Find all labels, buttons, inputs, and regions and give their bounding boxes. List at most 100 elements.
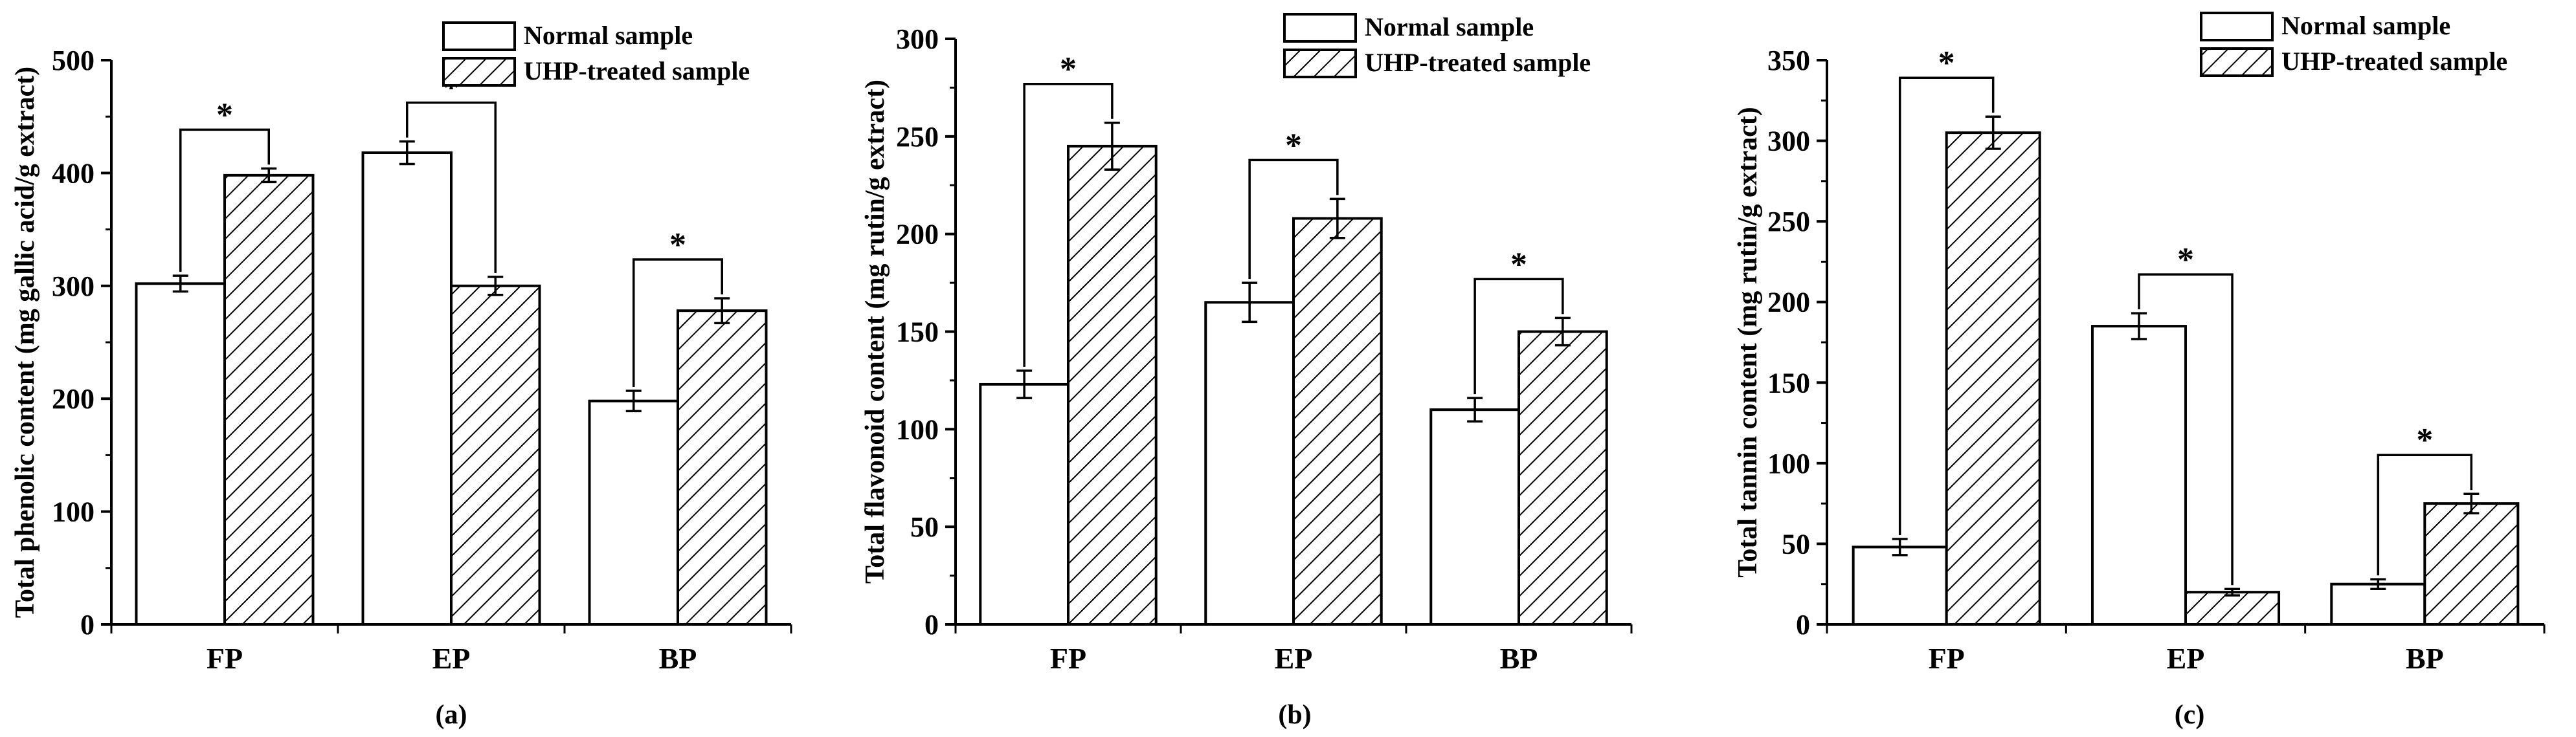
error-bar-bp-uhp: [1554, 316, 1571, 347]
error-bar-bp-uhp: [714, 297, 730, 325]
legend-label-normal: Normal sample: [524, 21, 693, 50]
legend-swatch-normal: [2200, 12, 2274, 41]
significance-star-fp: *: [1060, 51, 1077, 88]
error-bar-ep-uhp: [2224, 588, 2241, 597]
significance-star-ep: *: [1285, 127, 1302, 164]
y-tick-label: 100: [1767, 448, 1810, 479]
y-tick-label: 150: [1767, 367, 1810, 399]
error-bar-fp-normal: [1892, 538, 1908, 556]
bar-ep-normal: [1204, 301, 1295, 626]
x-tick-label-ep: EP: [2167, 642, 2205, 675]
significance-bracket-bp: [633, 258, 723, 387]
significance-star-fp: *: [216, 96, 233, 133]
legend-label-uhp: UHP-treated sample: [1365, 48, 1591, 77]
significance-bracket-fp: [1898, 76, 1995, 535]
error-bar-fp-uhp: [261, 167, 277, 184]
error-bar-bp-normal: [2370, 578, 2386, 590]
legend: Normal sample UHP-treated sample: [1283, 12, 1591, 78]
y-tick-label: 200: [52, 383, 95, 415]
x-tick-label-bp: BP: [659, 642, 697, 675]
y-tick-label: 400: [52, 157, 95, 189]
bar-fp-normal: [135, 282, 226, 626]
significance-star-fp: *: [1938, 45, 1955, 82]
bar-fp-uhp: [223, 173, 315, 626]
y-tick-label: 100: [52, 496, 95, 528]
bar-bp-uhp: [1518, 330, 1608, 626]
bar-bp-normal: [1429, 408, 1521, 626]
x-tick-label-fp: FP: [207, 642, 243, 675]
panel-label: (a): [436, 700, 467, 730]
bar-bp-normal: [588, 399, 679, 626]
y-tick-label: 150: [896, 316, 939, 348]
error-bar-ep-normal: [399, 140, 415, 166]
bar-ep-uhp: [1292, 217, 1383, 626]
legend: Normal sample UHP-treated sample: [2200, 11, 2507, 77]
y-axis-title: Total tannin content (mg rutin/g extract…: [1733, 107, 1763, 578]
legend-label-uhp: UHP-treated sample: [524, 56, 750, 85]
y-tick-label: 0: [1796, 609, 1810, 641]
x-tick-label-fp: FP: [1929, 642, 1965, 675]
significance-bracket-bp: [1473, 278, 1564, 395]
bar-fp-normal: [979, 382, 1070, 626]
y-tick-label: 300: [896, 23, 939, 55]
error-bar-bp-normal: [625, 390, 642, 413]
panel-label: (b): [1278, 700, 1311, 730]
y-tick-label: 50: [1782, 528, 1810, 560]
error-bar-fp-normal: [172, 274, 188, 293]
panel-label: (c): [2175, 700, 2205, 730]
y-tick-label: 200: [896, 219, 939, 250]
significance-bracket-fp: [179, 128, 270, 272]
error-bar-fp-normal: [1016, 369, 1033, 399]
y-tick-label: 300: [1767, 126, 1810, 157]
x-tick-label-ep: EP: [432, 642, 471, 675]
error-bar-ep-uhp: [1329, 197, 1345, 239]
legend-swatch-uhp: [1283, 49, 1357, 78]
bar-fp-normal: [1852, 545, 1948, 626]
bar-bp-uhp: [677, 309, 768, 626]
bar-fp-uhp: [1945, 131, 2041, 626]
y-tick-label: 350: [1767, 45, 1810, 76]
bar-ep-normal: [2090, 325, 2187, 626]
error-bar-fp-uhp: [1985, 115, 2001, 150]
error-bar-bp-normal: [1467, 397, 1483, 423]
y-tick-label: 500: [52, 45, 95, 76]
error-bar-ep-normal: [2131, 312, 2147, 340]
legend-swatch-normal: [442, 21, 516, 51]
legend-swatch-uhp: [442, 57, 516, 87]
y-tick-label: 250: [896, 121, 939, 153]
x-tick-label-ep: EP: [1275, 642, 1313, 675]
significance-bracket-ep: [406, 101, 497, 273]
x-tick-label-bp: BP: [2406, 642, 2444, 675]
bar-fp-uhp: [1067, 144, 1158, 626]
y-axis-title: Total flavonoid content (mg rutin/g extr…: [860, 80, 890, 584]
y-tick-label: 0: [924, 609, 939, 641]
significance-bracket-ep: [2138, 273, 2234, 586]
chart-panel-3: * FP * EP * BP 0 50 100 150 200 250 300 350 Total tann…: [1733, 11, 2546, 730]
error-bar-ep-uhp: [487, 276, 504, 296]
bar-ep-normal: [361, 151, 453, 626]
error-bar-fp-uhp: [1104, 121, 1120, 171]
bar-ep-uhp: [450, 284, 541, 626]
legend-label-normal: Normal sample: [1365, 12, 1534, 41]
error-bar-bp-uhp: [2463, 492, 2480, 514]
significance-star-bp: *: [669, 226, 686, 263]
legend-swatch-normal: [1283, 13, 1357, 43]
legend-swatch-uhp: [2200, 47, 2274, 77]
error-bar-ep-normal: [1242, 281, 1258, 324]
y-tick-label: 300: [52, 270, 95, 302]
significance-star-ep: *: [2177, 241, 2194, 278]
bar-ep-uhp: [2184, 591, 2281, 626]
bar-bp-uhp: [2423, 502, 2520, 626]
legend-label-normal: Normal sample: [2281, 11, 2450, 40]
significance-star-bp: *: [1510, 246, 1527, 283]
bar-bp-normal: [2330, 582, 2426, 626]
legend: Normal sample UHP-treated sample: [442, 21, 750, 87]
y-tick-label: 50: [910, 511, 939, 543]
legend-label-uhp: UHP-treated sample: [2281, 47, 2507, 76]
y-tick-label: 100: [896, 413, 939, 445]
significance-bracket-bp: [2377, 454, 2473, 576]
significance-bracket-fp: [1023, 82, 1114, 367]
